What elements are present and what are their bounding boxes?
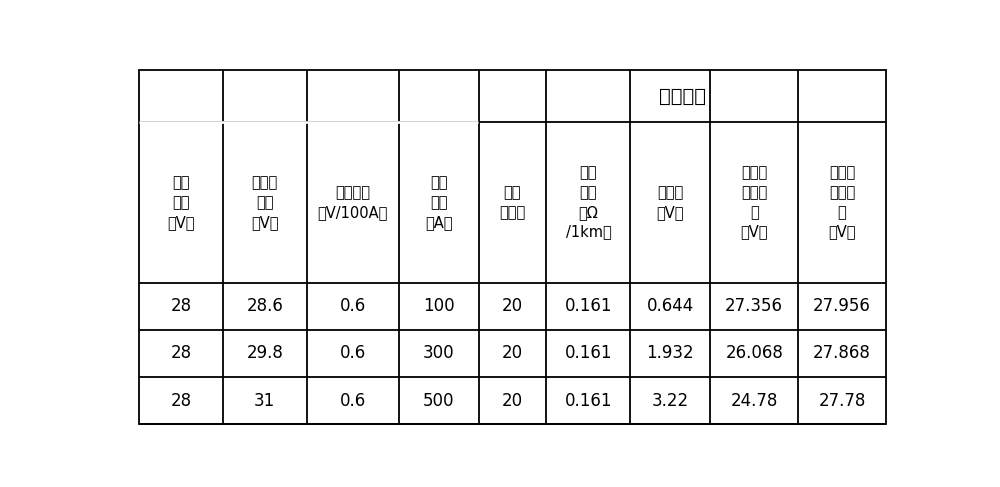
Text: 26.068: 26.068 <box>725 344 783 362</box>
Text: 电缆
阻抗
（Ω
/1km）: 电缆 阻抗 （Ω /1km） <box>566 165 611 240</box>
Text: 27.78: 27.78 <box>818 392 866 410</box>
Text: 补唇后
末端电
压
（V）: 补唇后 末端电 压 （V） <box>828 165 856 240</box>
Text: 28: 28 <box>170 392 191 410</box>
Text: 24.78: 24.78 <box>731 392 778 410</box>
Text: 300: 300 <box>423 344 454 362</box>
Text: 27.868: 27.868 <box>813 344 871 362</box>
Text: 0.161: 0.161 <box>565 392 612 410</box>
Text: 0.161: 0.161 <box>565 344 612 362</box>
Text: 28.6: 28.6 <box>246 297 283 315</box>
Text: 20: 20 <box>502 392 523 410</box>
Text: 27.956: 27.956 <box>813 297 871 315</box>
Text: 27.356: 27.356 <box>725 297 783 315</box>
Text: 100: 100 <box>423 297 454 315</box>
Text: 28: 28 <box>170 297 191 315</box>
Text: 补唇后
电压
（V）: 补唇后 电压 （V） <box>251 175 279 230</box>
Text: 电压降
（V）: 电压降 （V） <box>657 185 684 220</box>
Text: 0.161: 0.161 <box>565 297 612 315</box>
Text: 1.932: 1.932 <box>646 344 694 362</box>
Text: 31: 31 <box>254 392 275 410</box>
Text: 补唇前
末端电
压
（V）: 补唇前 末端电 压 （V） <box>740 165 768 240</box>
Text: 设置
电压
（V）: 设置 电压 （V） <box>167 175 195 230</box>
Text: 补唇系数
（V/100A）: 补唇系数 （V/100A） <box>318 185 388 220</box>
Text: 20: 20 <box>502 297 523 315</box>
Text: 输出电缆: 输出电缆 <box>659 87 706 106</box>
Text: 500: 500 <box>423 392 454 410</box>
Text: 长度
（米）: 长度 （米） <box>499 185 526 220</box>
Text: 28: 28 <box>170 344 191 362</box>
Text: 0.644: 0.644 <box>647 297 694 315</box>
Text: 20: 20 <box>502 344 523 362</box>
Text: 0.6: 0.6 <box>340 344 366 362</box>
Text: 0.6: 0.6 <box>340 392 366 410</box>
Text: 0.6: 0.6 <box>340 297 366 315</box>
Text: 负载
电流
（A）: 负载 电流 （A） <box>425 175 452 230</box>
Text: 29.8: 29.8 <box>246 344 283 362</box>
Text: 3.22: 3.22 <box>652 392 689 410</box>
